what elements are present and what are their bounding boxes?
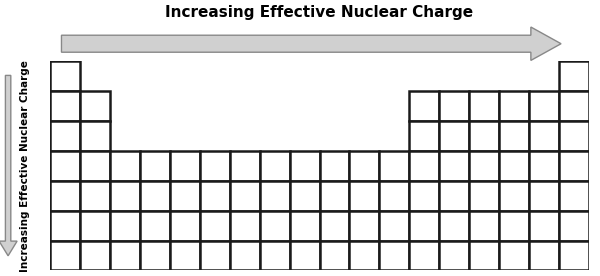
Bar (80, 91, 110, 121)
Bar (260, 181, 290, 211)
Bar (320, 151, 349, 181)
Bar (439, 121, 469, 151)
Bar (469, 121, 499, 151)
Text: Increasing Effective Nuclear Charge: Increasing Effective Nuclear Charge (166, 5, 473, 20)
Bar (80, 181, 110, 211)
Bar (140, 240, 170, 270)
Bar (170, 211, 200, 240)
Bar (260, 211, 290, 240)
Bar (439, 211, 469, 240)
Bar (559, 91, 589, 121)
Bar (529, 121, 559, 151)
Bar (140, 151, 170, 181)
Bar (499, 240, 529, 270)
Bar (439, 181, 469, 211)
Bar (379, 211, 409, 240)
Bar (409, 151, 439, 181)
Bar (50, 240, 80, 270)
Bar (230, 211, 260, 240)
Bar (230, 240, 260, 270)
Bar (499, 181, 529, 211)
Bar (379, 181, 409, 211)
Bar (290, 151, 320, 181)
Bar (349, 151, 379, 181)
Bar (529, 151, 559, 181)
Bar (200, 181, 230, 211)
Bar (230, 151, 260, 181)
Bar (80, 211, 110, 240)
FancyArrow shape (0, 75, 17, 256)
Bar (379, 240, 409, 270)
Bar (469, 211, 499, 240)
Bar (469, 181, 499, 211)
Bar (170, 240, 200, 270)
Bar (529, 240, 559, 270)
Bar (290, 211, 320, 240)
Bar (349, 211, 379, 240)
Bar (499, 211, 529, 240)
Bar (80, 240, 110, 270)
Bar (80, 121, 110, 151)
Bar (50, 211, 80, 240)
Bar (439, 240, 469, 270)
Bar (409, 181, 439, 211)
Bar (290, 181, 320, 211)
Bar (499, 121, 529, 151)
Bar (260, 240, 290, 270)
Bar (140, 181, 170, 211)
Bar (50, 61, 80, 91)
Bar (140, 211, 170, 240)
Bar (409, 240, 439, 270)
Bar (50, 181, 80, 211)
Bar (349, 181, 379, 211)
Bar (110, 211, 140, 240)
Bar (170, 181, 200, 211)
Bar (559, 181, 589, 211)
Text: Increasing Effective Nuclear Charge: Increasing Effective Nuclear Charge (20, 60, 30, 272)
Bar (200, 240, 230, 270)
Bar (379, 151, 409, 181)
Bar (110, 240, 140, 270)
Bar (290, 240, 320, 270)
Bar (170, 151, 200, 181)
Bar (439, 151, 469, 181)
Bar (230, 181, 260, 211)
Bar (559, 240, 589, 270)
Bar (559, 151, 589, 181)
Bar (469, 240, 499, 270)
Bar (110, 151, 140, 181)
Bar (50, 151, 80, 181)
Bar (260, 151, 290, 181)
Bar (110, 181, 140, 211)
Bar (469, 91, 499, 121)
Bar (409, 121, 439, 151)
Bar (559, 121, 589, 151)
Bar (80, 151, 110, 181)
Bar (529, 211, 559, 240)
Bar (409, 91, 439, 121)
Bar (409, 211, 439, 240)
Bar (200, 151, 230, 181)
Bar (499, 151, 529, 181)
Bar (499, 91, 529, 121)
Bar (320, 211, 349, 240)
Bar (439, 91, 469, 121)
Bar (559, 61, 589, 91)
Bar (559, 211, 589, 240)
Bar (320, 181, 349, 211)
Bar (320, 240, 349, 270)
FancyArrow shape (61, 27, 561, 60)
Bar (50, 91, 80, 121)
Bar (200, 211, 230, 240)
Bar (469, 151, 499, 181)
Bar (529, 181, 559, 211)
Bar (349, 240, 379, 270)
Bar (50, 121, 80, 151)
Bar (529, 91, 559, 121)
